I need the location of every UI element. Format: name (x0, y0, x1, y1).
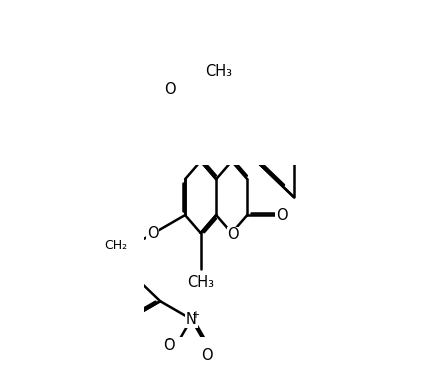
Text: CH₂: CH₂ (105, 239, 128, 252)
Text: CH₃: CH₃ (205, 64, 232, 79)
Text: O: O (147, 226, 159, 241)
Text: ⁻: ⁻ (164, 337, 170, 350)
Text: O: O (201, 348, 212, 363)
Text: N: N (186, 312, 197, 327)
Text: +: + (191, 310, 199, 320)
Text: CH₃: CH₃ (187, 275, 214, 289)
Text: O: O (276, 208, 288, 222)
Text: O: O (227, 227, 239, 242)
Text: O: O (164, 82, 175, 97)
Text: O: O (163, 338, 174, 353)
